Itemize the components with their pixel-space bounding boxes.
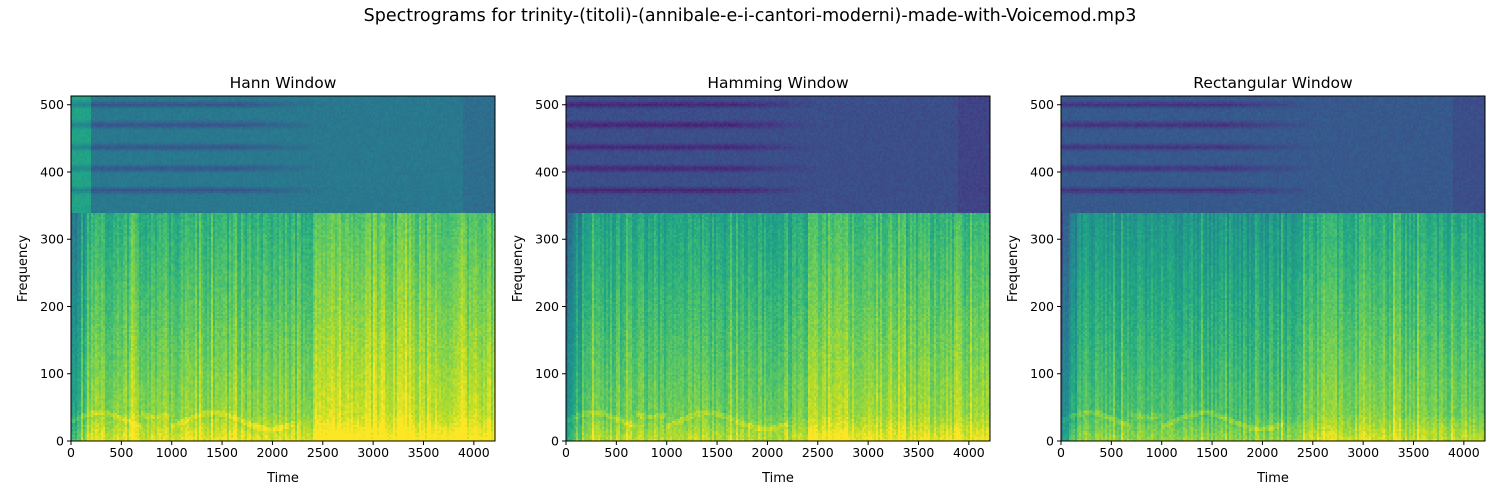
- spectrogram-heatmap: [566, 96, 990, 441]
- y-tick-label: 500: [535, 97, 559, 112]
- x-tick-label: 1000: [1146, 445, 1178, 460]
- x-axis-label: Time: [1256, 471, 1289, 486]
- x-tick-label: 4000: [953, 445, 985, 460]
- y-tick-label: 400: [1030, 164, 1054, 179]
- spectrogram-heatmap: [71, 96, 495, 441]
- y-tick-label: 200: [1030, 299, 1054, 314]
- panel-title: Rectangular Window: [1193, 74, 1353, 92]
- x-tick-label: 1000: [651, 445, 683, 460]
- x-tick-label: 0: [1057, 445, 1065, 460]
- y-axis-label: Frequency: [16, 235, 31, 302]
- x-tick-label: 1500: [1196, 445, 1228, 460]
- spectrogram-heatmap: [1061, 96, 1485, 441]
- y-tick-label: 400: [535, 164, 559, 179]
- y-tick-label: 0: [56, 434, 64, 449]
- y-tick-label: 300: [535, 232, 559, 247]
- axes-frame: [70, 95, 496, 442]
- panel-title: Hamming Window: [707, 74, 849, 92]
- y-tick-label: 300: [40, 232, 64, 247]
- x-tick-label: 4000: [458, 445, 490, 460]
- x-tick-label: 3500: [408, 445, 440, 460]
- x-tick-label: 1000: [156, 445, 188, 460]
- axes-frame: [565, 95, 991, 442]
- y-axis-label: Frequency: [1006, 235, 1021, 302]
- y-tick-label: 100: [535, 366, 559, 381]
- x-axis-label: Time: [761, 471, 794, 486]
- x-axis-label: Time: [266, 471, 299, 486]
- y-axis-label: Frequency: [511, 235, 526, 302]
- x-tick-label: 0: [67, 445, 75, 460]
- figure-suptitle: Spectrograms for trinity-(titoli)-(annib…: [363, 6, 1137, 26]
- x-tick-label: 3500: [1398, 445, 1430, 460]
- x-tick-label: 0: [562, 445, 570, 460]
- x-tick-label: 3500: [903, 445, 935, 460]
- x-tick-label: 3000: [357, 445, 389, 460]
- x-tick-label: 2500: [1297, 445, 1329, 460]
- x-tick-label: 2500: [307, 445, 339, 460]
- axes-frame: [1060, 95, 1486, 442]
- y-tick-label: 100: [40, 366, 64, 381]
- y-tick-label: 200: [535, 299, 559, 314]
- y-tick-label: 500: [40, 97, 64, 112]
- x-tick-label: 2000: [1247, 445, 1279, 460]
- x-tick-label: 2500: [802, 445, 834, 460]
- x-tick-label: 500: [1099, 445, 1123, 460]
- x-tick-label: 1500: [206, 445, 238, 460]
- x-tick-label: 2000: [257, 445, 289, 460]
- y-tick-label: 0: [1046, 434, 1054, 449]
- y-tick-label: 200: [40, 299, 64, 314]
- y-tick-label: 300: [1030, 232, 1054, 247]
- y-tick-label: 400: [40, 164, 64, 179]
- x-tick-label: 500: [604, 445, 628, 460]
- x-tick-label: 500: [109, 445, 133, 460]
- y-tick-label: 100: [1030, 366, 1054, 381]
- y-tick-label: 500: [1030, 97, 1054, 112]
- x-tick-label: 4000: [1448, 445, 1480, 460]
- panel-title: Hann Window: [230, 74, 337, 92]
- y-tick-label: 0: [551, 434, 559, 449]
- x-tick-label: 3000: [852, 445, 884, 460]
- x-tick-label: 1500: [701, 445, 733, 460]
- x-tick-label: 3000: [1347, 445, 1379, 460]
- x-tick-label: 2000: [752, 445, 784, 460]
